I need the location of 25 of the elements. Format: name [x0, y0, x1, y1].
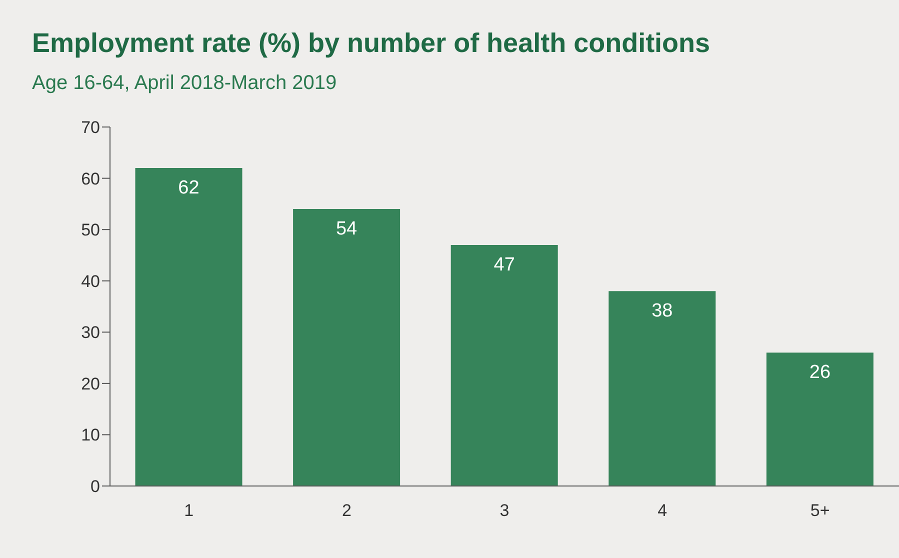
chart-title: Employment rate (%) by number of health conditions: [32, 28, 710, 59]
data-label: 26: [809, 362, 831, 384]
bar: [293, 209, 400, 486]
y-tick-label: 30: [81, 323, 100, 342]
x-tick-label: 3: [500, 501, 510, 520]
data-label: 47: [494, 254, 515, 276]
x-tick-label: 1: [184, 501, 194, 520]
y-tick-label: 70: [81, 118, 100, 138]
x-tick-label: 5+: [810, 501, 830, 520]
y-tick-label: 60: [81, 169, 100, 188]
data-label: 54: [336, 218, 358, 240]
y-tick-label: 0: [90, 477, 100, 496]
y-tick-label: 50: [81, 220, 100, 240]
chart-subtitle: Age 16-64, April 2018-March 2019: [32, 72, 337, 95]
y-tick-label: 10: [81, 426, 100, 445]
data-label: 62: [178, 178, 200, 199]
x-tick-label: 2: [342, 501, 352, 520]
y-tick-label: 20: [81, 374, 100, 394]
bar: [135, 168, 242, 486]
x-tick-label: 4: [658, 501, 668, 520]
bar: [450, 244, 558, 486]
y-tick-label: 40: [81, 272, 100, 291]
data-label: 38: [652, 300, 673, 322]
bar: [766, 352, 874, 486]
bar: [608, 291, 716, 486]
